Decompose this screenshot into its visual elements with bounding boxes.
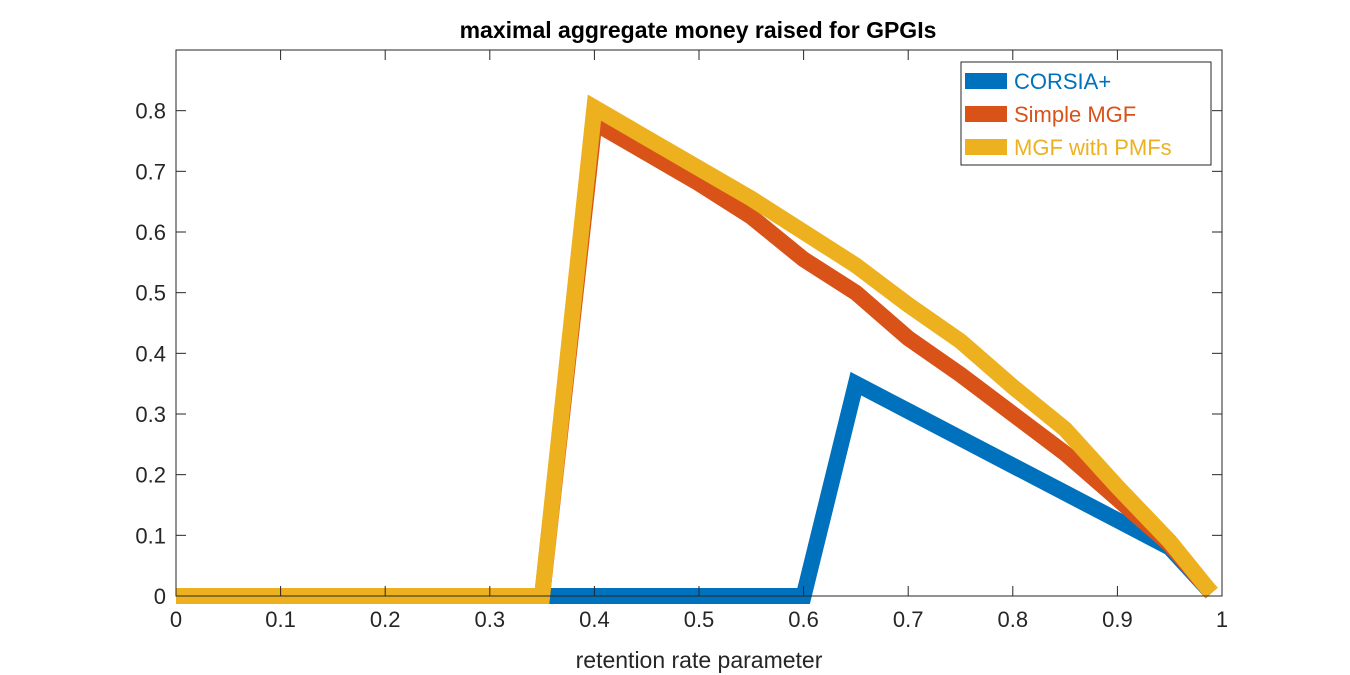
legend-label: MGF with PMFs (1014, 135, 1172, 160)
x-tick-label: 0.7 (893, 607, 924, 632)
legend-label: Simple MGF (1014, 102, 1136, 127)
x-axis-label: retention rate parameter (576, 647, 823, 673)
x-tick-label: 0.8 (998, 607, 1029, 632)
y-tick-label: 0.2 (135, 463, 166, 488)
x-tick-label: 0.6 (788, 607, 819, 632)
x-tick-label: 0.9 (1102, 607, 1133, 632)
x-tick-label: 0 (170, 607, 182, 632)
x-tick-label: 1 (1216, 607, 1228, 632)
x-tick-label: 0.3 (475, 607, 506, 632)
x-tick-label: 0.2 (370, 607, 401, 632)
y-tick-label: 0.8 (135, 99, 166, 124)
chart-title: maximal aggregate money raised for GPGIs (460, 17, 937, 43)
x-tick-label: 0.1 (265, 607, 296, 632)
y-tick-label: 0 (154, 584, 166, 609)
y-tick-label: 0.3 (135, 402, 166, 427)
y-tick-label: 0.1 (135, 523, 166, 548)
x-tick-label: 0.5 (684, 607, 715, 632)
legend-label: CORSIA+ (1014, 69, 1111, 94)
y-tick-label: 0.5 (135, 281, 166, 306)
y-tick-label: 0.4 (135, 341, 166, 366)
legend: CORSIA+ Simple MGF MGF with PMFs (960, 61, 1212, 166)
axes-layer: 0 0.1 0.2 0.3 0.4 0.5 0.6 0.7 0.8 0.9 1 0 0.1 0.2 0.3 0… (135, 49, 1228, 632)
x-tick-label: 0.4 (579, 607, 610, 632)
y-tick-label: 0.7 (135, 159, 166, 184)
y-tick-label: 0.6 (135, 220, 166, 245)
